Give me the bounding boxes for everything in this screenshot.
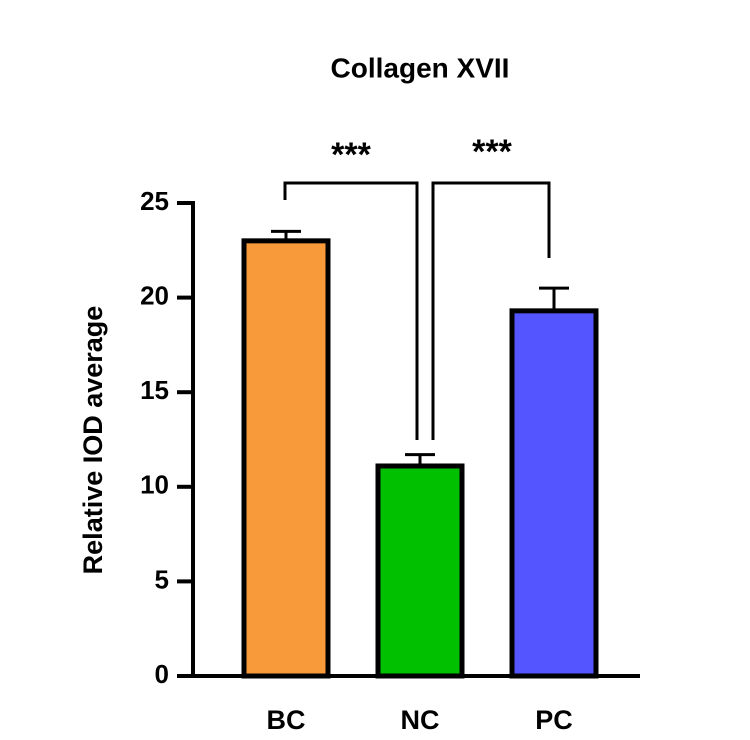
x-tick-label: PC [535, 705, 573, 735]
y-tick-label: 0 [155, 659, 169, 689]
bar [241, 238, 331, 679]
significance-bracket [283, 181, 419, 440]
significance-bracket [431, 181, 551, 440]
y-tick-label: 10 [140, 470, 169, 500]
y-axis-label: Relative IOD average [78, 306, 108, 575]
significance-label: *** [331, 136, 371, 174]
x-tick-label: BC [267, 705, 306, 735]
significance-label: *** [472, 133, 512, 171]
y-tick-label: 20 [140, 280, 169, 310]
bar [375, 463, 465, 679]
chart-title: Collagen XVII [331, 52, 510, 83]
y-tick-label: 25 [140, 186, 169, 216]
y-tick-label: 5 [155, 564, 169, 594]
x-tick-label: NC [401, 705, 440, 735]
y-tick-label: 15 [140, 375, 169, 405]
bar [509, 308, 599, 679]
